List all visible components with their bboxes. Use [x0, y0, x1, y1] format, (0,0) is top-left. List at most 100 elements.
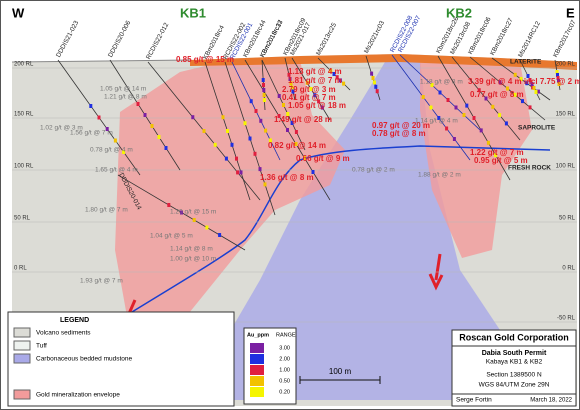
historic-assay-label: 1.02 g/t @ 3 m — [40, 125, 83, 132]
assay-interval — [557, 82, 561, 86]
historic-assay-label: 1.80 g/t @ 7 m — [85, 207, 128, 214]
legend: LEGEND Volcano sediments Tuff Carbonaceo… — [7, 311, 235, 407]
legend-item: Gold mineralization envelope — [36, 392, 120, 399]
assay-label: 0.78 g/t @ 8 m — [372, 129, 426, 138]
assay-interval — [371, 76, 375, 80]
assay-interval — [97, 115, 101, 120]
assay-interval — [370, 71, 374, 76]
historic-assay-label: 1.18 g/t @ 3 m — [420, 79, 463, 86]
assay-interval — [122, 150, 126, 154]
assay-interval — [113, 138, 117, 143]
assay-interval — [286, 112, 290, 116]
assay-interval — [282, 103, 285, 107]
assay-interval — [534, 90, 538, 94]
assay-interval — [504, 121, 508, 126]
scale-bar: 100 m — [299, 367, 381, 384]
assay-interval — [556, 76, 560, 80]
kb1-label: KB1 — [180, 5, 206, 20]
assay-interval — [317, 99, 321, 104]
assay-interval — [332, 72, 336, 76]
assay-interval — [536, 89, 540, 94]
historic-assay-label: 1.14 g/t @ 8 m — [170, 246, 213, 253]
assay-interval — [372, 80, 376, 85]
assay-interval — [258, 167, 262, 172]
assay-interval — [294, 142, 298, 146]
historic-assay-label: 1.65 g/t @ 4 m — [95, 167, 138, 174]
assay-interval — [286, 128, 289, 132]
assay-interval — [218, 233, 222, 237]
assay-interval — [289, 81, 293, 86]
assay-interval — [498, 80, 502, 85]
assay-label: 1.13 g/t @ 4 m — [288, 67, 342, 76]
layer-label: LATERITE — [510, 59, 542, 66]
rl-label: 200 RL — [14, 62, 34, 68]
assay-interval — [430, 83, 434, 87]
assay-label: 1.22 g/t @ 7 m — [470, 148, 524, 157]
assay-label: 0.97 g/t @ 20 m — [372, 121, 430, 130]
assay-label: 2.79 g/t @ 3 m — [282, 85, 336, 94]
assay-interval — [268, 138, 272, 143]
assay-interval — [335, 75, 339, 80]
historic-assay-label: 1.93 g/t @ 7 m — [80, 278, 123, 285]
assay-interval — [313, 93, 317, 98]
assay-interval — [526, 74, 530, 78]
title-block: Roscan Gold Corporation Dabia South Perm… — [451, 329, 577, 407]
assay-interval — [513, 72, 517, 77]
assay-interval — [239, 170, 243, 175]
scale-value: 1.00 — [279, 367, 290, 373]
assay-interval — [243, 121, 247, 126]
rl-label: 0 RL — [14, 266, 27, 272]
assay-interval — [303, 156, 306, 160]
west-label: W — [12, 5, 25, 20]
scale-bar-label: 100 m — [329, 367, 352, 376]
assay-interval — [262, 83, 265, 87]
scale-value: 3.00 — [279, 345, 290, 351]
kb2-label: KB2 — [446, 5, 472, 20]
sky — [12, 8, 577, 62]
east-label: E — [566, 5, 575, 20]
assay-interval — [192, 218, 196, 222]
historic-assay-label: 1.21 g/t @ 8 m — [104, 94, 147, 101]
assay-interval — [262, 98, 266, 102]
assay-interval — [445, 126, 449, 131]
assay-interval — [213, 142, 217, 147]
assay-interval — [205, 225, 209, 230]
assay-interval — [236, 170, 240, 175]
assay-interval — [429, 105, 433, 110]
assay-interval — [290, 85, 294, 90]
assay-interval — [375, 89, 379, 94]
assay-interval — [262, 88, 266, 92]
datum: WGS 84/UTM Zone 29N — [479, 382, 550, 389]
assay-interval — [525, 81, 529, 86]
assay-interval — [226, 129, 229, 133]
assay-label: 1.05 g/t @ 18 m — [288, 101, 346, 110]
assay-interval — [494, 153, 498, 158]
assay-interval — [263, 182, 267, 187]
assay-interval — [530, 82, 534, 86]
assay-label: 1.81 g/t @ 7 m — [288, 76, 342, 85]
assay-interval — [521, 99, 524, 104]
assay-interval — [221, 115, 225, 120]
color-scale: Au_ppm RANGE — [243, 327, 297, 405]
author: Serge Fortin — [456, 397, 492, 404]
assay-interval — [249, 99, 253, 104]
assay-interval — [277, 94, 281, 98]
assay-interval — [528, 105, 532, 110]
assay-label: 1.49 g/t @ 28 m — [274, 115, 332, 124]
assay-label: 0.95 g/t @ 5 m — [474, 156, 528, 165]
assay-interval — [465, 103, 469, 108]
assay-interval — [472, 116, 476, 120]
assay-interval — [294, 130, 298, 134]
assay-label: 3.39 g/t @ 4 m incl 7.75 @ 2 m — [468, 77, 580, 86]
historic-assay-label: 1.14 g/t @ 4 m — [415, 118, 458, 125]
assay-interval — [259, 118, 263, 123]
rl-label: 150 RL — [556, 112, 576, 118]
rl-label: 100 RL — [14, 164, 34, 170]
assay-interval — [437, 116, 441, 120]
project: Kabaya KB1 & KB2 — [486, 359, 543, 366]
assay-interval — [230, 142, 234, 147]
assay-interval — [224, 156, 228, 161]
scale-title: Au_ppm — [247, 332, 269, 338]
assay-interval — [262, 93, 266, 97]
